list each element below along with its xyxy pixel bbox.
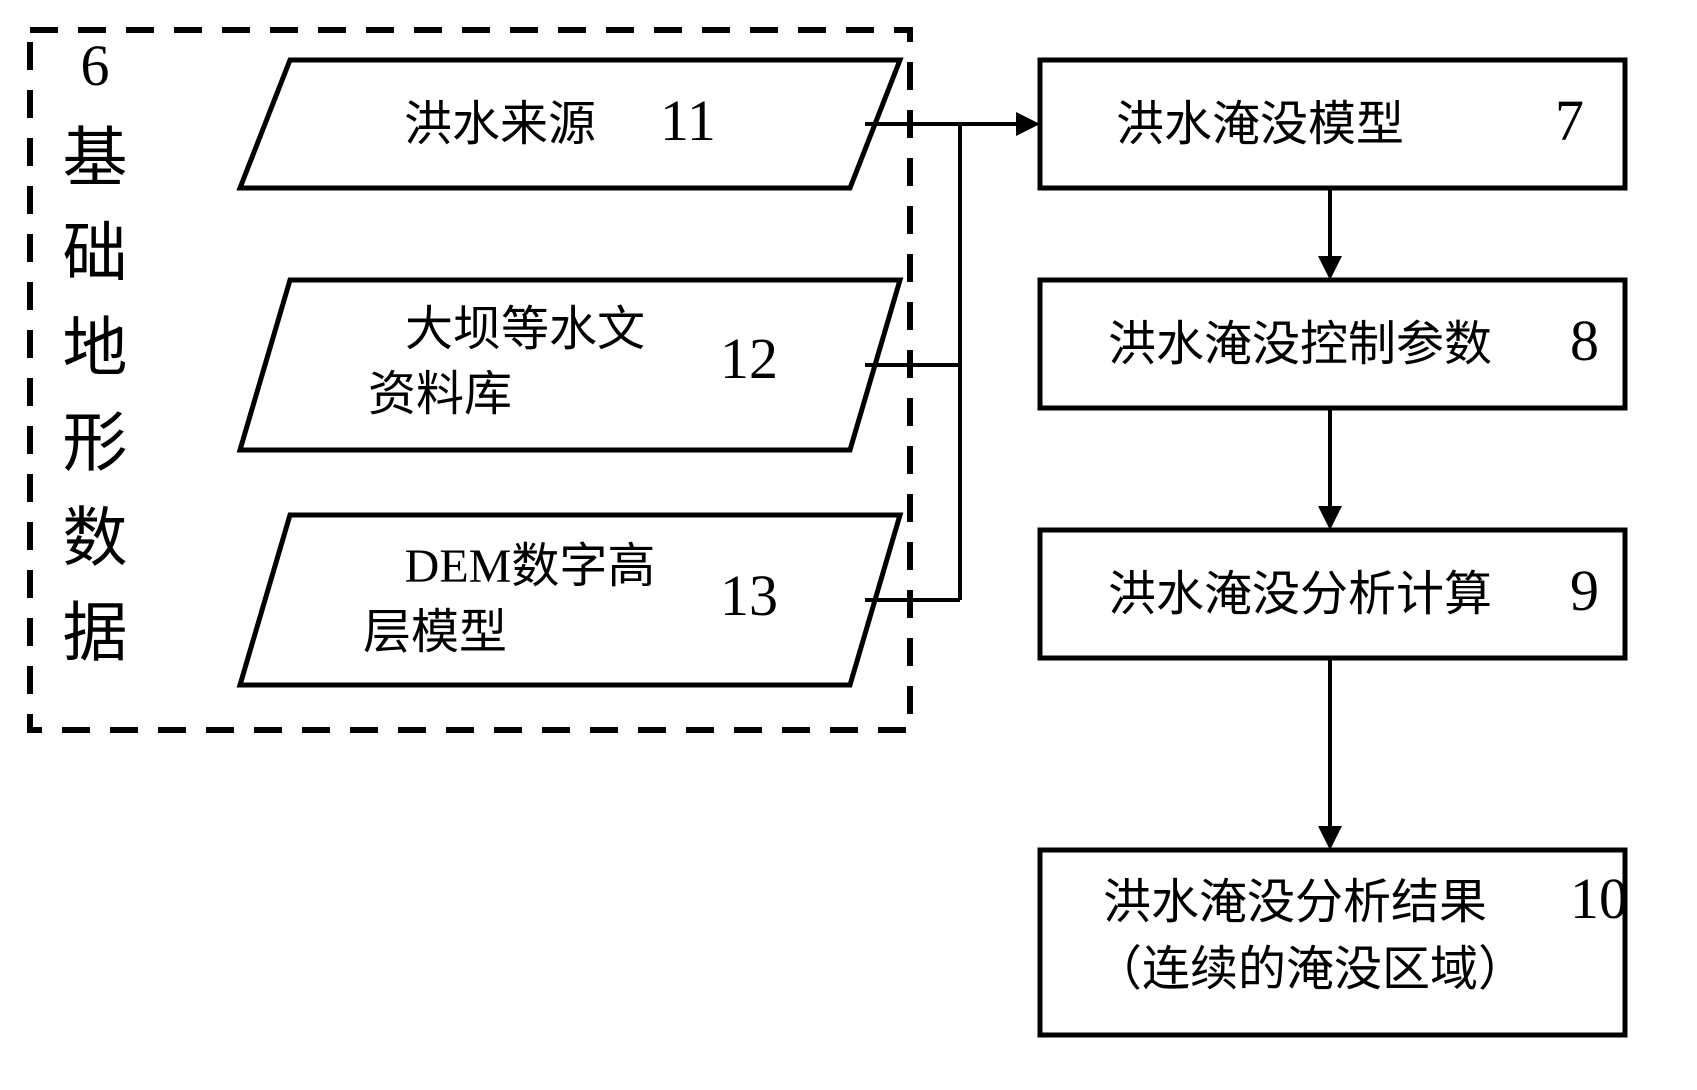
- vertical-label-char: 础: [62, 218, 127, 290]
- parallelogram-label: 层模型: [363, 606, 507, 659]
- parallelogram-label: 大坝等水文: [405, 303, 645, 356]
- vertical-label-char: 据: [62, 598, 127, 670]
- vertical-label-char: 基: [62, 123, 127, 195]
- parallelogram-label: 资料库: [368, 368, 512, 421]
- vertical-label-char: 数: [62, 503, 127, 575]
- vertical-label-num: 6: [81, 33, 110, 98]
- arrow-head-icon: [1318, 826, 1342, 850]
- vertical-label-char: 地: [62, 313, 127, 385]
- process-num: 7: [1555, 88, 1584, 153]
- parallelogram-num: 12: [720, 326, 778, 391]
- process-label: 洪水淹没分析结果: [1103, 876, 1487, 929]
- parallelogram-num: 13: [720, 563, 778, 628]
- process-num: 9: [1570, 558, 1599, 623]
- parallelogram-label: DEM数字高: [405, 540, 656, 593]
- arrow-head-icon: [1318, 256, 1342, 280]
- parallelogram-num: 11: [660, 88, 716, 153]
- process-label: 洪水淹没分析计算: [1108, 568, 1492, 621]
- arrow-head-icon: [1016, 112, 1040, 136]
- arrow-head-icon: [1318, 506, 1342, 530]
- process-num: 8: [1570, 308, 1599, 373]
- process-label: 洪水淹没控制参数: [1108, 318, 1492, 371]
- process-num: 10: [1570, 866, 1628, 931]
- parallelogram-label: 洪水来源: [404, 98, 596, 151]
- vertical-label-char: 形: [62, 408, 127, 480]
- process-label: （连续的淹没区域）: [1094, 943, 1526, 996]
- process-label: 洪水淹没模型: [1116, 98, 1404, 151]
